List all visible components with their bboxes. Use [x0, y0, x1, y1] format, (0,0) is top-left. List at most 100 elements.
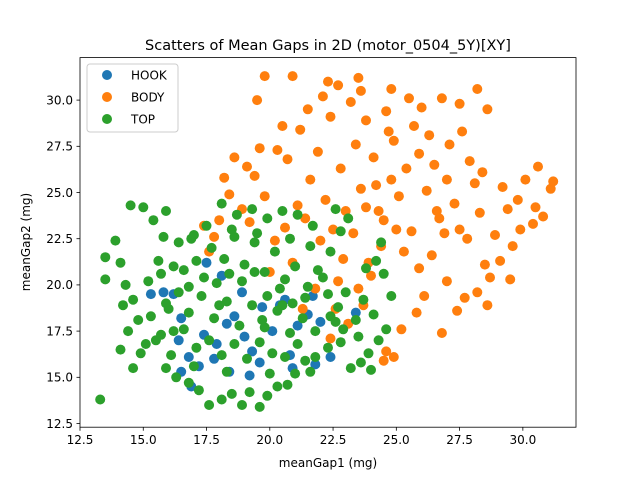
- point-top-92: [183, 307, 194, 318]
- point-hook-12: [292, 320, 303, 331]
- point-body-44: [396, 324, 407, 335]
- point-body-43: [411, 307, 422, 318]
- plot-area: [79, 57, 577, 428]
- point-top-47: [335, 226, 346, 237]
- point-top-63: [219, 254, 230, 264]
- point-top-61: [191, 255, 202, 266]
- point-body-41: [452, 305, 463, 316]
- point-top-2: [100, 252, 111, 263]
- point-top-60: [178, 265, 189, 276]
- point-hook-1: [183, 352, 194, 362]
- legend: HOOK BODY TOP: [86, 63, 179, 133]
- point-top-20: [145, 311, 156, 322]
- point-body-108: [383, 126, 394, 137]
- point-top-130: [305, 241, 316, 252]
- point-hook-27: [237, 287, 247, 298]
- point-body-113: [482, 300, 493, 311]
- point-body-39: [485, 272, 495, 283]
- point-hook-4: [221, 318, 232, 329]
- y-axis-label: meanGap2 (mg): [19, 193, 33, 291]
- point-body-5: [333, 80, 344, 91]
- point-top-55: [231, 209, 242, 220]
- point-top-128: [252, 228, 263, 239]
- point-body-121: [391, 224, 402, 235]
- y-tick-label: 12.5: [46, 417, 73, 431]
- point-body-12: [219, 172, 230, 183]
- x-axis: 12.5 15.0 17.5 20.0 22.5 25.0 27.5 30.0: [67, 427, 536, 447]
- point-body-19: [272, 145, 283, 155]
- x-tick-label: 27.5: [446, 433, 473, 447]
- point-body-22: [361, 115, 371, 126]
- point-body-107: [244, 217, 255, 228]
- y-tick-label: 27.5: [46, 140, 73, 154]
- point-hook-3: [211, 339, 222, 349]
- point-body-77: [414, 148, 425, 159]
- legend-marker-top: [102, 114, 112, 124]
- point-body-51: [338, 254, 349, 264]
- point-top-103: [280, 352, 290, 362]
- point-top-16: [158, 231, 169, 242]
- point-body-27: [464, 156, 475, 167]
- point-top-70: [290, 261, 301, 272]
- point-top-90: [209, 313, 220, 324]
- point-body-103: [277, 121, 288, 131]
- point-top-4: [115, 257, 126, 268]
- point-top-69: [280, 274, 290, 285]
- point-top-96: [191, 342, 202, 353]
- point-top-109: [237, 276, 247, 287]
- x-tick-label: 20.0: [256, 433, 283, 447]
- point-top-134: [168, 326, 179, 337]
- point-body-38: [495, 255, 506, 266]
- point-top-54: [247, 204, 258, 215]
- point-body-122: [431, 206, 442, 216]
- point-top-72: [312, 265, 323, 276]
- point-body-85: [398, 246, 409, 257]
- point-body-56: [393, 191, 404, 202]
- point-top-82: [310, 326, 321, 337]
- point-top-38: [310, 352, 321, 362]
- legend-marker-body: [102, 92, 112, 102]
- y-tick-label: 15.0: [46, 371, 73, 385]
- point-body-76: [401, 163, 412, 174]
- point-top-26: [193, 385, 204, 396]
- point-top-124: [156, 268, 166, 279]
- point-body-13: [214, 215, 225, 226]
- point-top-99: [229, 339, 240, 349]
- point-body-4: [317, 91, 328, 102]
- point-top-42: [355, 357, 366, 368]
- legend-label-top: TOP: [130, 113, 155, 127]
- x-tick-label: 12.5: [67, 433, 94, 447]
- point-hook-16: [176, 313, 187, 324]
- point-body-73: [350, 139, 361, 150]
- point-hook-6: [239, 331, 250, 342]
- point-body-69: [249, 170, 260, 181]
- point-top-27: [204, 400, 215, 410]
- point-body-71: [312, 146, 323, 157]
- legend-label-body: BODY: [131, 91, 165, 105]
- point-body-52: [348, 228, 359, 239]
- x-tick-label: 22.5: [320, 433, 347, 447]
- point-top-12: [125, 200, 136, 211]
- point-body-6: [355, 85, 366, 96]
- point-body-9: [454, 98, 465, 109]
- point-body-62: [474, 207, 485, 218]
- point-top-91: [196, 291, 207, 301]
- point-body-10: [472, 84, 483, 94]
- point-top-104: [292, 339, 303, 349]
- x-tick-label: 15.0: [130, 433, 157, 447]
- point-top-67: [259, 267, 270, 277]
- point-top-112: [274, 283, 285, 294]
- point-hook-22: [310, 359, 321, 370]
- point-top-95: [178, 324, 189, 335]
- point-body-18: [242, 161, 252, 172]
- points-layer: [95, 71, 559, 412]
- x-tick-label: 17.5: [193, 433, 220, 447]
- point-top-68: [269, 246, 280, 257]
- point-body-92: [315, 235, 326, 246]
- point-top-98: [216, 350, 227, 361]
- point-body-100: [457, 126, 468, 137]
- point-hook-21: [325, 352, 336, 362]
- point-body-60: [449, 198, 460, 209]
- x-tick-label: 30.0: [509, 433, 536, 447]
- point-top-113: [287, 298, 298, 309]
